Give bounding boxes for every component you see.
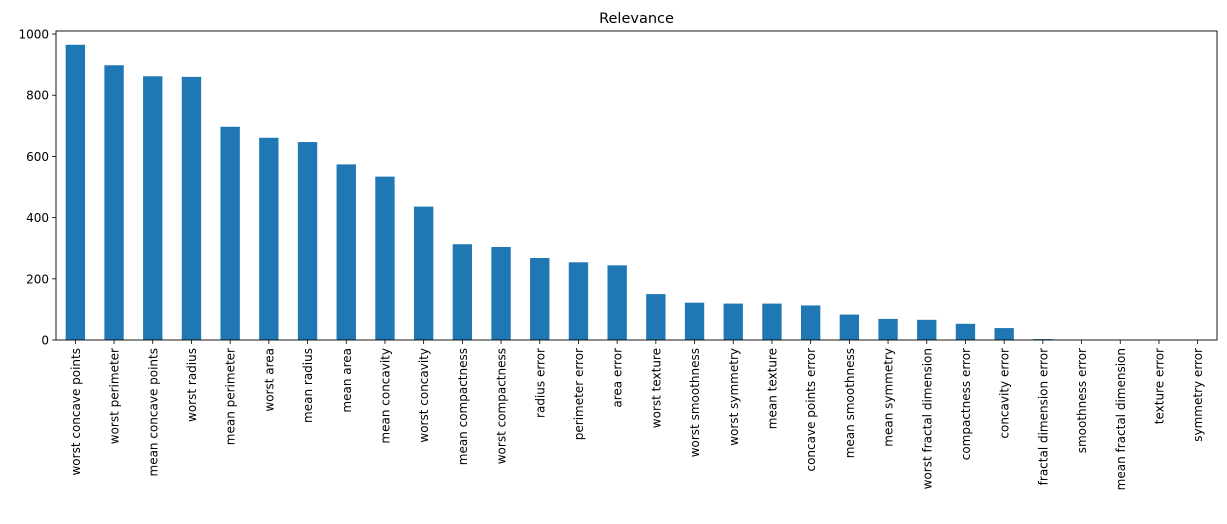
x-tick-label: worst fractal dimension [920,348,934,489]
bar-worst-symmetry [723,303,743,340]
bar-mean-radius [297,142,318,340]
x-tick-label: worst area [262,348,276,412]
x-tick-label: perimeter error [572,348,586,440]
bar-worst-fractal-dimension [917,319,937,340]
y-tick-label: 200 [26,272,49,286]
bars-group [65,44,1208,341]
bar-mean-concavity [375,176,395,340]
y-tick-label: 0 [41,334,49,348]
y-axis: 0 200 400 600 800 1000 [18,28,56,348]
bar-worst-area [259,137,279,340]
bar-mean-texture [762,303,782,340]
x-tick-label: mean compactness [456,348,470,465]
x-tick-label: concave points error [804,348,818,472]
x-tick-label: worst perimeter [108,348,122,444]
x-tick-label: concavity error [998,348,1012,439]
bar-compactness-error [955,323,976,340]
x-tick-label: mean smoothness [843,348,857,458]
bar-radius-error [530,258,550,340]
x-tick-label: worst compactness [495,348,509,464]
chart-title: Relevance [599,11,674,27]
x-tick-label: worst concavity [417,348,431,443]
y-tick-label: 1000 [18,28,49,42]
bar-worst-concavity [413,206,434,340]
bar-worst-smoothness [684,302,705,340]
x-tick-label: mean texture [765,348,779,429]
x-tick-label: worst smoothness [688,348,702,457]
x-tick-label: mean concave points [146,348,160,477]
bar-fractal-dimension-error [1033,339,1053,340]
x-tick-label: radius error [533,348,547,418]
bar-worst-concave-points [65,44,86,340]
x-tick-label: worst radius [185,348,199,422]
x-tick-label: symmetry error [1191,348,1205,442]
bar-mean-perimeter [220,126,240,341]
bar-concavity-error [994,328,1014,340]
x-tick-label: worst symmetry [727,348,741,446]
x-tick-label: worst concave points [69,348,83,476]
x-tick-label: mean perimeter [224,348,238,445]
x-tick-label: mean symmetry [882,348,896,447]
bar-concave-points-error [800,305,821,340]
x-tick-label: worst texture [649,348,663,428]
bar-mean-symmetry [878,318,898,340]
bar-area-error [607,265,627,340]
plot-frame [55,30,1218,341]
x-tick-label: fractal dimension error [1036,348,1050,485]
x-tick-label: compactness error [959,348,973,460]
bar-worst-texture [646,294,666,340]
x-tick-label: smoothness error [1075,348,1089,453]
y-tick-label: 800 [26,89,49,103]
bar-mean-smoothness [839,314,860,340]
bar-mean-compactness [452,244,473,340]
bar-perimeter-error [568,262,589,340]
y-tick-label: 400 [26,211,49,225]
x-tick-label: texture error [1152,348,1166,424]
x-tick-label: mean concavity [378,348,392,444]
bar-mean-area [336,164,356,340]
bar-worst-radius [181,76,202,341]
x-tick-label: mean area [340,348,354,413]
x-tick-label: mean radius [301,348,315,423]
bar-worst-perimeter [104,65,124,340]
y-tick-label: 600 [26,150,49,164]
bar-worst-compactness [491,246,511,340]
x-tick-label: mean fractal dimension [1114,348,1128,490]
x-axis: worst concave points worst perimeter mean … [69,340,1205,490]
bar-mean-concave-points [143,76,163,340]
x-tick-label: area error [611,348,625,408]
